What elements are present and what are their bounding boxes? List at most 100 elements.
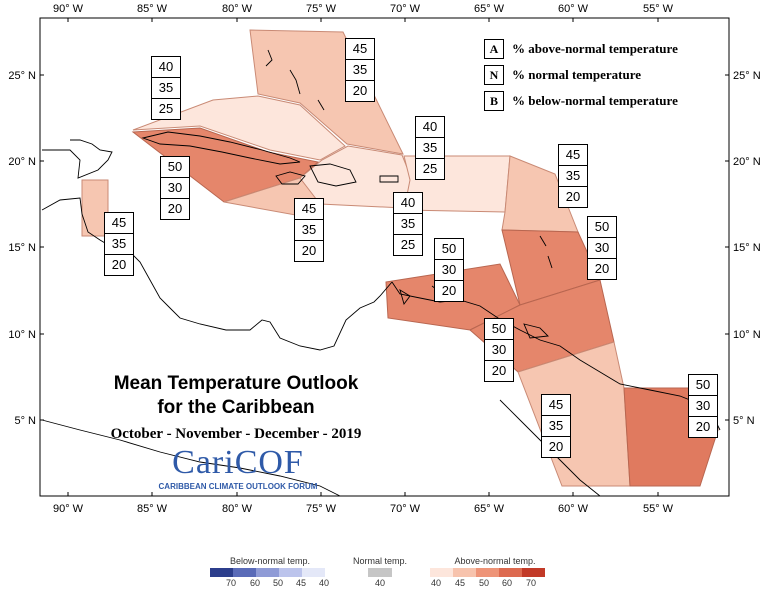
prob-above: 45 [542, 395, 570, 416]
prob-below: 20 [491, 363, 507, 378]
colorbar-tick: 40 [375, 578, 386, 588]
prob-below: 20 [565, 189, 581, 204]
colorbar-swatch [522, 568, 545, 577]
lon-label: 80° W [222, 3, 253, 15]
lon-label: 85° W [137, 503, 168, 515]
legend-row-normal: N % normal temperature [484, 62, 724, 88]
colorbar-normal-label: Normal temp. [352, 556, 407, 566]
colorbar-swatch [256, 568, 279, 577]
prob-above: 45 [346, 39, 374, 60]
lon-label: 60° W [558, 503, 589, 515]
prob-box-jamaica: 45 35 20 [294, 198, 324, 262]
colorbar-tick: 50 [273, 578, 284, 588]
lat-label: 5° N [14, 415, 36, 427]
prob-box-hispaniola: 40 35 25 [415, 116, 445, 180]
prob-box-belize: 45 35 20 [104, 212, 134, 276]
colorbar-tick: 70 [526, 578, 537, 588]
lat-label: 15° N [733, 242, 761, 254]
colorbar-swatch [233, 568, 256, 577]
colorbar-swatch [368, 568, 392, 577]
prob-normal: 35 [394, 214, 422, 235]
longitude-labels-bottom: 90° W 85° W 80° W 75° W 70° W 65° W 60° … [53, 503, 674, 515]
lon-label: 55° W [643, 3, 674, 15]
prob-box-windward: 50 30 20 [587, 216, 617, 280]
prob-normal: 35 [346, 60, 374, 81]
legend-key: B [484, 91, 504, 111]
prob-above: 50 [485, 319, 513, 340]
latitude-labels-right: 25° N 20° N 15° N 10° N 5° N [733, 70, 761, 427]
prob-box-suriname: 50 30 20 [688, 374, 718, 438]
prob-box-cayman: 50 30 20 [160, 156, 190, 220]
prob-above: 50 [435, 239, 463, 260]
lat-label: 15° N [8, 242, 36, 254]
prob-above: 45 [559, 145, 587, 166]
colorbar-swatch [476, 568, 499, 577]
logo-wordmark: CariCOF [172, 444, 304, 481]
colorbar-tick: 45 [455, 578, 466, 588]
prob-below: 25 [158, 101, 174, 116]
region-cuba-shape [132, 95, 346, 161]
region-bahamas-shape [249, 29, 404, 155]
colorbar-tick: 40 [431, 578, 442, 588]
forecast-period: October - November - December - 2019 [110, 426, 362, 442]
legend: A % above-normal temperature N % normal … [484, 36, 724, 114]
lon-label: 60° W [558, 3, 589, 15]
prob-above: 45 [105, 213, 133, 234]
prob-above: 40 [394, 193, 422, 214]
colorbar-swatch [453, 568, 476, 577]
title-block: Mean Temperature Outlook for the Caribbe… [76, 372, 396, 443]
legend-row-below: B % below-normal temperature [484, 88, 724, 114]
map-title-line2: for the Caribbean [157, 397, 315, 418]
prob-normal: 35 [295, 220, 323, 241]
prob-below: 20 [352, 83, 368, 98]
lat-label: 25° N [733, 70, 761, 82]
lat-label: 20° N [8, 156, 36, 168]
lat-label: 25° N [8, 70, 36, 82]
colorbar-tick: 70 [226, 578, 237, 588]
legend-text: % normal temperature [512, 67, 642, 82]
prob-below: 25 [400, 237, 416, 252]
colorbar-above-label: Above-normal temp. [454, 556, 536, 566]
map-title: Mean Temperature Outlook [113, 373, 359, 394]
prob-below: 20 [111, 257, 127, 272]
caricof-logo: CariCOF CARIBBEAN CLIMATE OUTLOOK FORUM [148, 444, 328, 492]
axis-ticks [40, 18, 729, 496]
prob-normal: 35 [542, 416, 570, 437]
prob-normal: 30 [588, 238, 616, 259]
prob-below: 20 [695, 419, 711, 434]
prob-box-bahamas: 45 35 20 [345, 38, 375, 102]
lat-label: 10° N [8, 329, 36, 341]
lat-label: 10° N [733, 329, 761, 341]
colorbar-below-label: Below-normal temp. [229, 556, 311, 566]
lat-label: 5° N [733, 415, 755, 427]
prob-above: 50 [689, 375, 717, 396]
legend-key: N [484, 65, 504, 85]
longitude-labels-top: 90° W 85° W 80° W 75° W 70° W 65° W 60° … [53, 3, 674, 15]
colorbar-tick: 45 [296, 578, 307, 588]
prob-normal: 35 [152, 78, 180, 99]
prob-normal: 30 [435, 260, 463, 281]
colorbar-tick: 50 [479, 578, 490, 588]
prob-box-guyana: 45 35 20 [541, 394, 571, 458]
prob-normal: 30 [161, 178, 189, 199]
lon-label: 70° W [390, 3, 421, 15]
colorbar-tick: 60 [250, 578, 261, 588]
lon-label: 70° W [390, 503, 421, 515]
prob-box-puerto-rico: 40 35 25 [393, 192, 423, 256]
prob-box-leeward: 45 35 20 [558, 144, 588, 208]
prob-normal: 30 [689, 396, 717, 417]
prob-above: 50 [588, 217, 616, 238]
prob-normal: 30 [485, 340, 513, 361]
prob-below: 20 [594, 261, 610, 276]
lon-label: 75° W [306, 503, 337, 515]
logo-subtitle: CARIBBEAN CLIMATE OUTLOOK FORUM [158, 482, 318, 491]
prob-normal: 35 [416, 138, 444, 159]
prob-above: 40 [416, 117, 444, 138]
colorbar-swatch [302, 568, 325, 577]
prob-normal: 35 [559, 166, 587, 187]
lon-label: 90° W [53, 3, 84, 15]
lon-label: 85° W [137, 3, 168, 15]
lon-label: 80° W [222, 503, 253, 515]
latitude-labels-left: 25° N 20° N 15° N 10° N 5° N [8, 70, 36, 427]
lon-label: 75° W [306, 3, 337, 15]
